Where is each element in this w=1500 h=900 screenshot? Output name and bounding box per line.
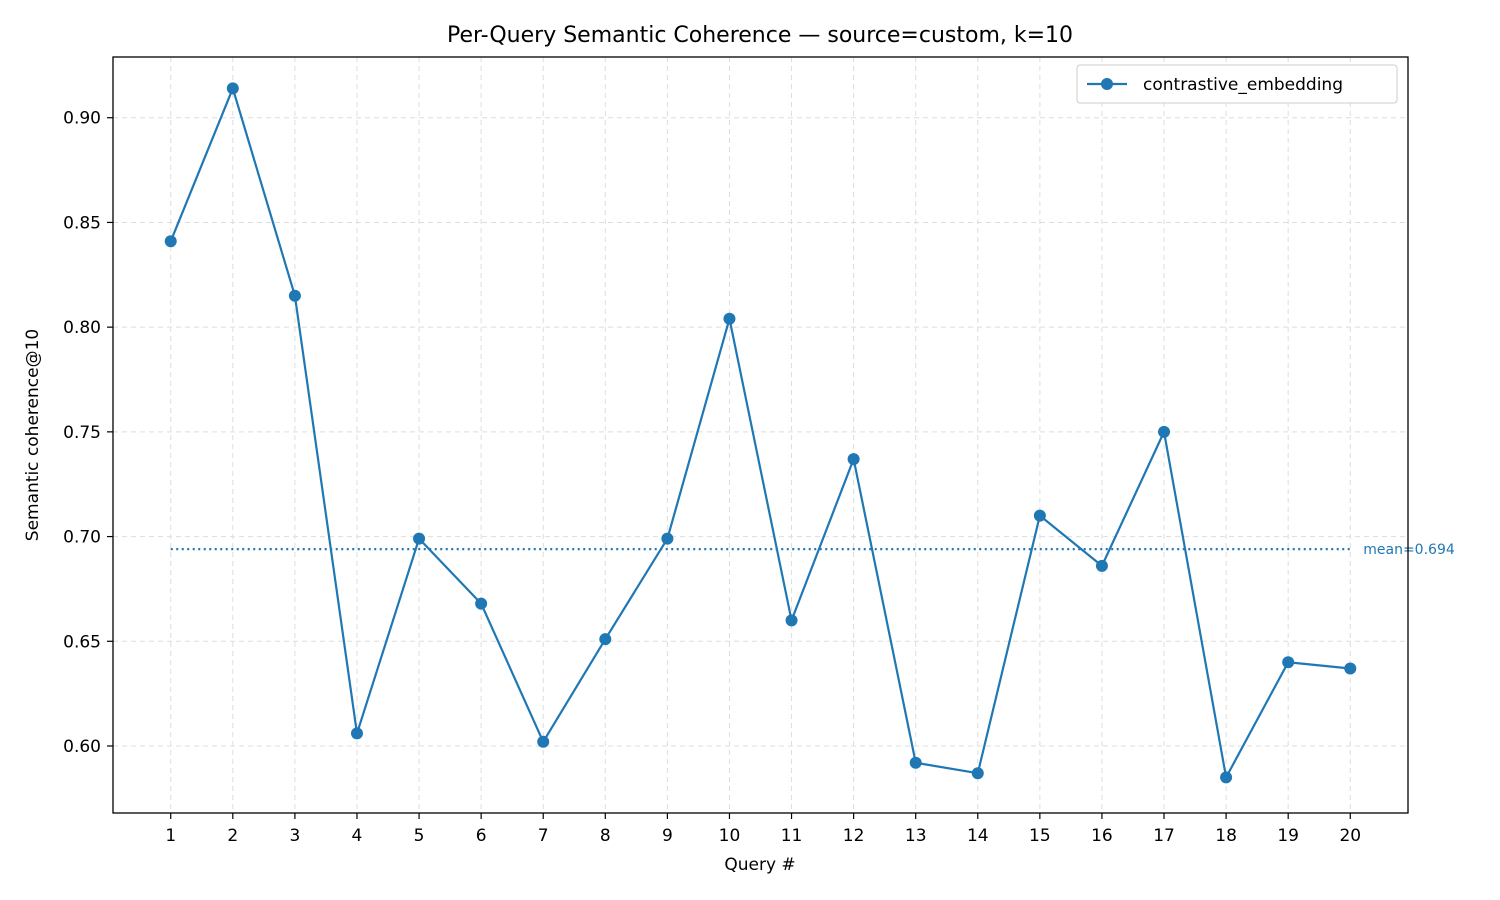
- x-tick-label: 20: [1339, 826, 1361, 846]
- data-point: [723, 312, 736, 325]
- series-line: [169, 87, 1351, 779]
- x-tick-label: 17: [1153, 826, 1175, 846]
- x-tick-label: 2: [227, 826, 238, 846]
- data-point: [1033, 509, 1046, 522]
- y-axis-label: Semantic coherence@10: [23, 329, 43, 541]
- plot-frame: [112, 56, 1409, 814]
- legend-label: contrastive_embedding: [1143, 75, 1343, 95]
- data-point: [288, 289, 301, 302]
- x-tick-label: 19: [1277, 826, 1299, 846]
- x-tick-label: 3: [289, 826, 300, 846]
- legend: contrastive_embedding: [1076, 64, 1398, 104]
- data-point: [1282, 656, 1295, 669]
- x-tick-label: 13: [905, 826, 927, 846]
- x-tick-label: 9: [662, 826, 673, 846]
- data-point: [1344, 662, 1357, 675]
- data-point: [1220, 771, 1233, 784]
- x-tick-label: 18: [1215, 826, 1237, 846]
- x-tick-label: 12: [843, 826, 865, 846]
- x-tick-label: 11: [781, 826, 803, 846]
- y-axis-ticks: 0.60 0.65 0.70 0.75 0.80 0.85 0.90: [63, 109, 113, 757]
- data-point: [971, 767, 984, 780]
- x-tick-label: 16: [1091, 826, 1113, 846]
- data-point: [909, 756, 922, 769]
- y-tick-label: 0.70: [63, 528, 101, 548]
- data-point: [413, 532, 426, 545]
- data-point: [1095, 559, 1108, 572]
- data-point: [847, 453, 860, 466]
- y-tick-label: 0.60: [63, 737, 101, 757]
- mean-label: mean=0.694: [1363, 542, 1455, 558]
- x-tick-label: 7: [538, 826, 549, 846]
- x-tick-label: 15: [1029, 826, 1051, 846]
- data-point: [661, 532, 674, 545]
- y-tick-label: 0.75: [63, 423, 101, 443]
- x-tick-label: 6: [476, 826, 487, 846]
- chart-title: Per-Query Semantic Coherence — source=cu…: [447, 23, 1073, 48]
- series-group: [164, 82, 1357, 784]
- x-tick-label: 8: [600, 826, 611, 846]
- x-tick-label: 14: [967, 826, 989, 846]
- x-tick-label: 4: [352, 826, 363, 846]
- data-point: [1158, 425, 1171, 438]
- legend-marker-swatch: [1101, 78, 1113, 90]
- data-point: [164, 235, 177, 248]
- x-tick-label: 5: [414, 826, 425, 846]
- y-tick-label: 0.80: [63, 318, 101, 338]
- y-tick-label: 0.65: [63, 632, 101, 652]
- data-point: [226, 82, 239, 95]
- mean-line-group: mean=0.694: [170, 542, 1455, 558]
- x-tick-label: 10: [719, 826, 741, 846]
- x-tick-label: 1: [165, 826, 176, 846]
- data-point: [537, 735, 550, 748]
- legend-box: [1076, 64, 1398, 104]
- data-point: [785, 614, 798, 627]
- y-tick-label: 0.90: [63, 109, 101, 129]
- x-axis-ticks: 1 2 3 4 5 6 7 8 9 10 11 12 13 14 15 16 17 18 19 20: [165, 813, 1361, 846]
- data-point: [475, 597, 488, 610]
- data-point: [599, 633, 612, 646]
- data-point: [350, 727, 363, 740]
- x-axis-label: Query #: [724, 855, 795, 875]
- y-tick-label: 0.85: [63, 213, 101, 233]
